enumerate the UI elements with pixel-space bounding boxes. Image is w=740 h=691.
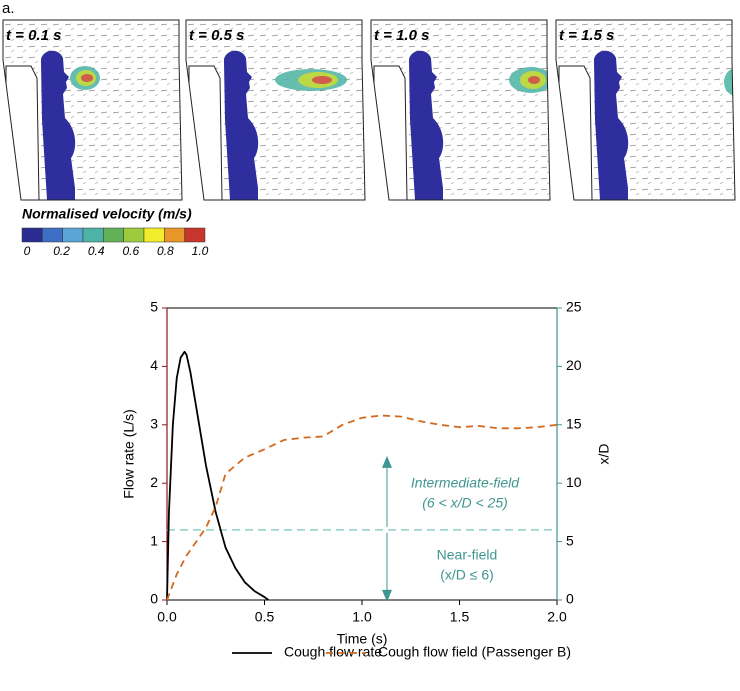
x-tick-label: 2.0 (547, 609, 567, 625)
y2-tick-label: 5 (566, 532, 574, 548)
colorbar-swatch (21, 227, 43, 243)
colorbar-swatch (143, 227, 165, 243)
jet (724, 68, 735, 96)
colorbar-title: Normalised velocity (m/s) (22, 206, 192, 222)
y2-tick-label: 15 (566, 416, 582, 432)
legend-label: Cough flow field (Passenger B) (378, 644, 571, 660)
panel-title: t = 0.1 s (6, 27, 61, 44)
plot-frame (166, 307, 558, 601)
colorbar-swatch (62, 227, 84, 243)
colorbar-swatch (184, 227, 206, 243)
panel-title: t = 0.5 s (189, 27, 244, 44)
chart: 0.0 0.5 1.0 1.5 2.0 0 1 2 3 4 5 0 5 10 15 20 25 Time (s) F… (121, 299, 612, 660)
passenger (408, 50, 444, 200)
panel: t = 0.5 s (185, 19, 366, 201)
y2-axis-title: x/D (596, 444, 612, 465)
series-line (166, 350, 269, 601)
x-tick-label: 0.0 (157, 609, 177, 625)
figure-label: a. (2, 0, 15, 17)
passenger (593, 50, 629, 200)
colorbar-swatch (164, 227, 185, 243)
y2-tick-label: 25 (566, 299, 582, 315)
y-tick-label: 1 (150, 532, 158, 548)
colorbar-swatch (82, 227, 104, 243)
panel-border (185, 19, 366, 201)
colorbar-swatch (103, 227, 124, 243)
panel-content (5, 50, 100, 200)
jet (312, 76, 332, 84)
panel-content (188, 50, 347, 200)
series-line (166, 414, 558, 601)
colorbar-tick-label: 0.6 (122, 244, 139, 258)
jet (733, 76, 735, 88)
panel-content (558, 50, 735, 200)
colorbar-swatch (42, 227, 63, 243)
y2-tick-label: 20 (566, 357, 582, 373)
panel: t = 0.1 s (2, 19, 183, 201)
colorbar-swatch (123, 227, 145, 243)
annotation: (6 < x/D < 25) (422, 495, 508, 511)
y-tick-label: 0 (150, 591, 158, 607)
colorbar-tick-label: 0.8 (157, 244, 174, 258)
y2-tick-label: 10 (566, 474, 582, 490)
panel-border (555, 19, 736, 201)
annotation: (x/D ≤ 6) (440, 567, 494, 583)
annotation: Near-field (437, 547, 498, 563)
jet (528, 76, 540, 84)
annotation: Intermediate-field (411, 475, 520, 491)
seat (5, 65, 40, 200)
y-tick-label: 2 (150, 474, 158, 490)
x-axis-title: Time (s) (337, 631, 388, 647)
seat (558, 65, 593, 200)
y2-tick-label: 0 (566, 591, 574, 607)
x-tick-label: 1.5 (450, 609, 470, 625)
arrow-down-head (382, 589, 392, 602)
x-tick-label: 1.0 (352, 609, 372, 625)
jet (81, 74, 93, 82)
colorbar-tick-label: 0.4 (88, 244, 105, 258)
y-tick-label: 3 (150, 416, 158, 432)
colorbar-tick-label: 0 (24, 244, 31, 258)
colorbar-tick-label: 1.0 (192, 244, 209, 258)
seat (373, 65, 408, 200)
y-tick-label: 5 (150, 299, 158, 315)
y-tick-label: 4 (150, 357, 158, 373)
panel-content (373, 50, 550, 200)
panel-title: t = 1.5 s (559, 27, 614, 44)
x-tick-label: 0.5 (255, 609, 275, 625)
arrow-up-head (382, 455, 392, 468)
seat (188, 65, 223, 200)
y-axis-title: Flow rate (L/s) (121, 409, 137, 498)
colorbar: Normalised velocity (m/s) 0 0.2 0.4 0.6 0.8 1.… (21, 206, 209, 258)
panel-border (370, 19, 551, 201)
panel: t = 1.0 s (370, 19, 551, 201)
panel-border (2, 19, 183, 201)
legend-label: Cough flow rate (284, 644, 382, 660)
panel: t = 1.5 s (555, 19, 736, 201)
passenger (40, 50, 76, 200)
passenger (223, 50, 259, 200)
panels: t = 0.1 s t = 0.5 s t = 1.0 s t = 1.5 s (2, 19, 736, 201)
colorbar-tick-label: 0.2 (53, 244, 70, 258)
panel-title: t = 1.0 s (374, 27, 429, 44)
